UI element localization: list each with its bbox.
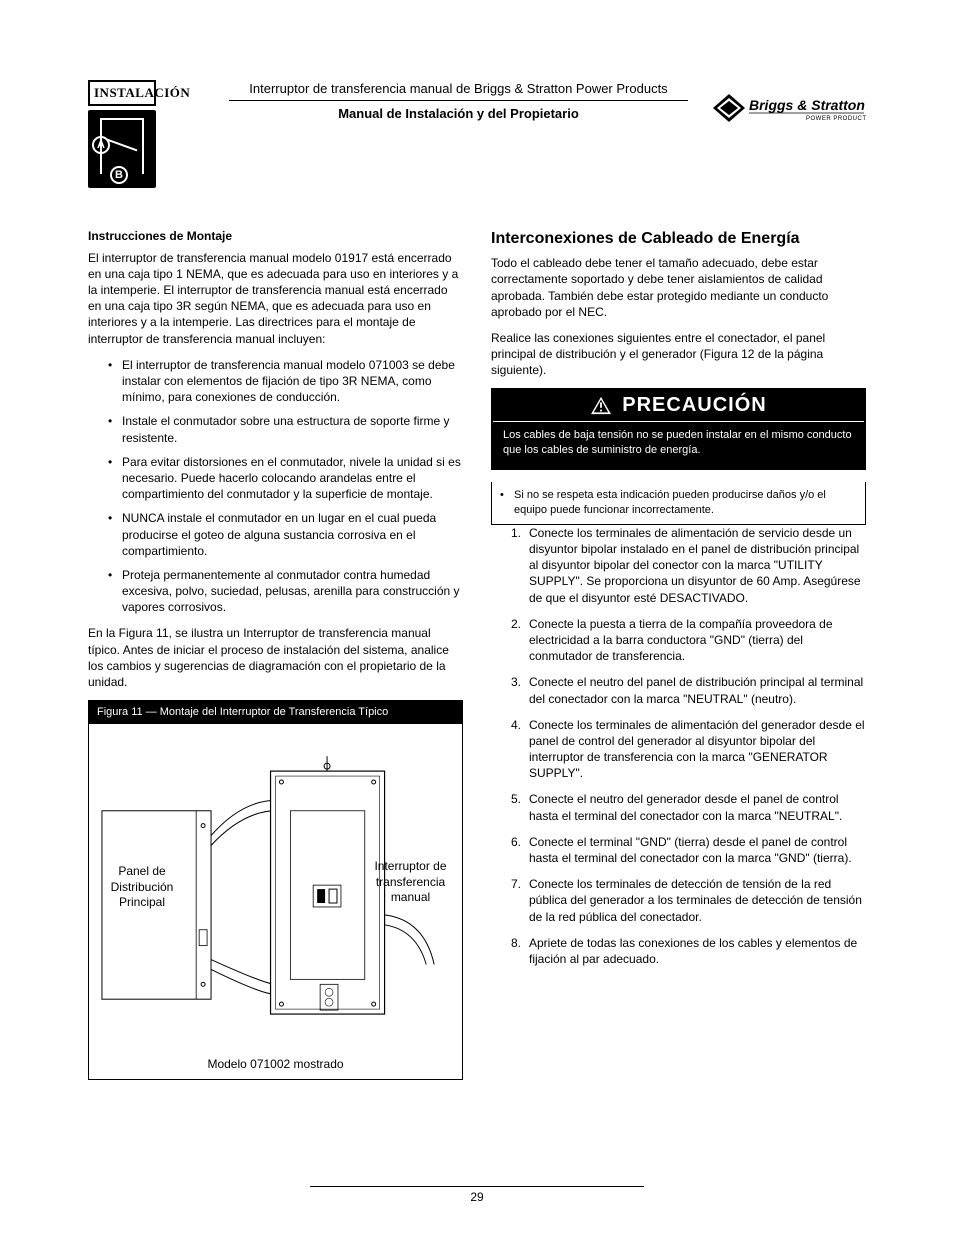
list-item: Instale el conmutador sobre una estructu… [108,413,463,445]
content-columns: Instrucciones de Montaje El interruptor … [88,228,866,1081]
caution-box: PRECAUCIÓN Los cables de baja tensión no… [491,388,866,470]
list-item: 6.Conecte el terminal "GND" (tierra) des… [511,834,866,866]
wiring-heading: Interconexiones de Cableado de Energía [491,228,866,250]
mounting-intro: El interruptor de transferencia manual m… [88,250,463,347]
badge-label: INSTALACIÓN [88,80,156,106]
list-item: NUNCA instale el conmutador en un lugar … [108,510,463,559]
right-column: Interconexiones de Cableado de Energía T… [491,228,866,1081]
caution-note-text: Si no se respeta esta indicación pueden … [514,488,857,518]
figure-title: Figura 11 — Montaje del Interruptor de T… [89,701,462,724]
wiring-para-1: Todo el cableado debe tener el tamaño ad… [491,255,866,320]
page-header: INSTALACIÓN A B Interruptor de transfere… [88,80,866,188]
installation-badge: INSTALACIÓN A B [88,80,156,188]
bullet-icon: • [500,488,514,518]
caution-body: Los cables de baja tensión no se pueden … [493,421,864,468]
figure-label-right: Interruptor detransferenciamanual [363,859,458,906]
briggs-stratton-logo-icon: Briggs & Stratton POWER PRODUCTS [711,92,866,142]
mounting-bullets: El interruptor de transferencia manual m… [88,357,463,616]
document-subtitle: Manual de Instalación y del Propietario [216,105,701,123]
list-item: El interruptor de transferencia manual m… [108,357,463,406]
document-title: Interruptor de transferencia manual de B… [229,80,687,101]
list-item: 5.Conecte el neutro del generador desde … [511,791,866,823]
list-item: 4.Conecte los terminales de alimentación… [511,717,866,782]
figure-body: Panel deDistribuciónPrincipal Interrupto… [89,724,462,1079]
list-item: 8.Apriete de todas las conexiones de los… [511,935,866,967]
installation-icon: A B [88,110,156,188]
list-item: 2.Conecte la puesta a tierra de la compa… [511,616,866,665]
svg-text:POWER PRODUCTS: POWER PRODUCTS [806,116,866,122]
left-column: Instrucciones de Montaje El interruptor … [88,228,463,1081]
list-item: Para evitar distorsiones en el conmutado… [108,454,463,503]
figure-label-left: Panel deDistribuciónPrincipal [97,864,187,911]
caution-header: PRECAUCIÓN [493,390,864,421]
list-item: Proteja permanentemente al conmutador co… [108,567,463,616]
list-item: 7.Conecte los terminales de detección de… [511,876,866,925]
svg-text:Briggs & Stratton: Briggs & Stratton [749,97,865,113]
list-item: 3.Conecte el neutro del panel de distrib… [511,674,866,706]
page-number: 29 [0,1186,954,1205]
brand-logo: Briggs & Stratton POWER PRODUCTS [711,80,866,146]
list-item: 1.Conecte los terminales de alimentación… [511,525,866,606]
header-titles: Interruptor de transferencia manual de B… [156,80,711,122]
figure-11: Figura 11 — Montaje del Interruptor de T… [88,700,463,1080]
mounting-outro: En la Figura 11, se ilustra un Interrupt… [88,625,463,690]
warning-triangle-icon [590,396,612,416]
wiring-steps: 1.Conecte los terminales de alimentación… [491,525,866,967]
caution-note: • Si no se respeta esta indicación puede… [491,482,866,525]
caution-word: PRECAUCIÓN [622,392,766,419]
figure-label-bottom: Modelo 071002 mostrado [89,1057,462,1073]
mounting-heading: Instrucciones de Montaje [88,228,463,244]
wiring-para-2: Realice las conexiones siguientes entre … [491,330,866,379]
